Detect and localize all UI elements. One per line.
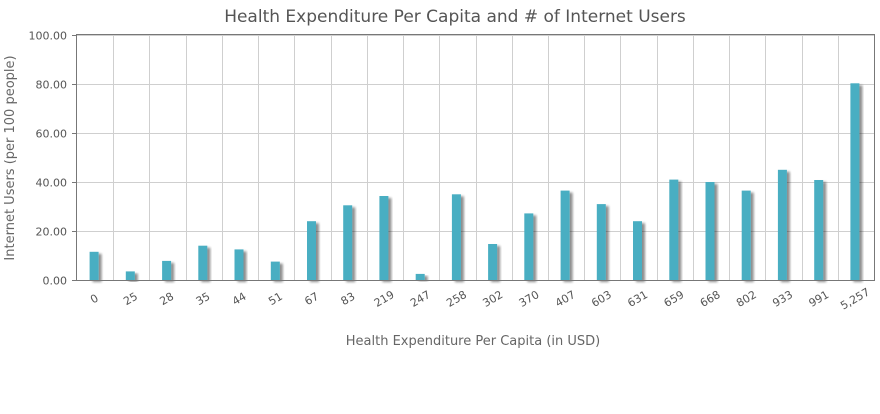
bar-659[interactable] [669, 179, 679, 280]
x-tick-label: 247 [408, 288, 433, 310]
bar-603[interactable] [596, 204, 606, 280]
x-tick-label: 5,257 [838, 285, 872, 312]
x-tick-label: 933 [770, 288, 795, 310]
x-tick-label: 25 [121, 290, 140, 308]
bar-67[interactable] [307, 221, 316, 280]
chart-title: Health Expenditure Per Capita and # of I… [224, 7, 686, 27]
x-tick-label: 631 [625, 288, 650, 310]
bar-0[interactable] [89, 251, 99, 280]
y-tick-label: 20.00 [36, 226, 68, 239]
y-axis-ticks: 0.00 20.00 40.00 60.00 80.00 100.00 [29, 30, 77, 288]
x-tick-label: 659 [662, 288, 687, 310]
grid [77, 35, 874, 281]
bar-258[interactable] [451, 194, 461, 281]
x-tick-label: 51 [266, 290, 285, 308]
x-tick-label: 407 [553, 288, 578, 310]
x-tick-label: 83 [339, 290, 358, 308]
x-tick-label: 603 [589, 288, 614, 310]
x-axis-title: Health Expenditure Per Capita (in USD) [346, 334, 600, 349]
y-tick-label: 60.00 [36, 128, 68, 141]
bar-991[interactable] [814, 180, 824, 280]
bar-5257[interactable] [850, 83, 860, 280]
y-tick-label: 100.00 [29, 30, 68, 43]
x-tick-label: 370 [517, 288, 542, 310]
x-tick-label: 668 [698, 288, 723, 310]
bars [89, 83, 860, 281]
bar-631[interactable] [633, 221, 642, 280]
y-tick-label: 40.00 [36, 177, 68, 190]
bar-219[interactable] [379, 196, 389, 280]
bar-28[interactable] [162, 260, 172, 280]
x-tick-label: 67 [302, 290, 321, 308]
bar-25[interactable] [125, 271, 135, 280]
plot-frame [76, 34, 875, 281]
bar-933[interactable] [777, 169, 787, 281]
bar-370[interactable] [524, 213, 534, 280]
x-tick-label: 0 [88, 292, 101, 307]
bar-83[interactable] [343, 205, 353, 280]
x-tick-label: 28 [158, 290, 177, 308]
bar-247[interactable] [415, 273, 425, 280]
x-tick-label: 44 [230, 290, 249, 308]
bar-668[interactable] [705, 182, 715, 280]
y-tick-label: 0.00 [43, 275, 68, 288]
y-axis-title: Internet Users (per 100 people) [3, 55, 18, 260]
x-tick-label: 219 [372, 288, 397, 310]
x-tick-label: 302 [481, 288, 506, 310]
bar-802[interactable] [741, 190, 751, 280]
x-tick-label: 35 [194, 290, 213, 308]
bar-44[interactable] [234, 249, 244, 280]
bar-51[interactable] [270, 261, 280, 280]
x-tick-label: 991 [807, 288, 832, 310]
bar-35[interactable] [198, 245, 208, 280]
bar-407[interactable] [560, 190, 570, 280]
x-tick-label: 258 [444, 288, 469, 310]
x-axis-ticks: 0 25 28 35 44 51 67 83 219 247 258 302 370 407 603 631 6… [88, 285, 872, 312]
y-tick-label: 80.00 [36, 79, 68, 92]
bar-302[interactable] [488, 244, 498, 280]
x-tick-label: 802 [734, 288, 759, 310]
